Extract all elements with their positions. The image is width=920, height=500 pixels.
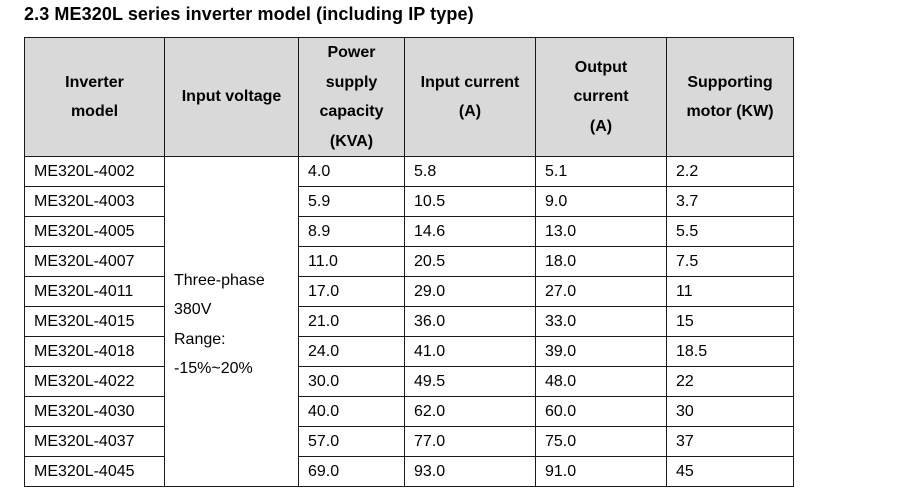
cell-input-current: 29.0 — [404, 276, 536, 307]
cell-output-current: 39.0 — [535, 336, 667, 367]
table-row: ME320L-4003 5.9 10.5 9.0 3.7 — [24, 186, 794, 217]
cell-input-current: 41.0 — [404, 336, 536, 367]
cell-power-supply-capacity: 4.0 — [298, 156, 405, 187]
input-voltage-line: Range: — [174, 330, 226, 348]
cell-supporting-motor: 15 — [666, 306, 794, 337]
cell-inverter-model: ME320L-4015 — [24, 306, 165, 337]
table-row: ME320L-4011 17.0 29.0 27.0 11 — [24, 276, 794, 307]
table-row: ME320L-4022 30.0 49.5 48.0 22 — [24, 366, 794, 397]
cell-supporting-motor: 30 — [666, 396, 794, 427]
cell-power-supply-capacity: 17.0 — [298, 276, 405, 307]
cell-output-current: 48.0 — [535, 366, 667, 397]
cell-input-voltage: Three-phase 380V Range: -15%~20% — [164, 156, 299, 487]
table-row: ME320L-4005 8.9 14.6 13.0 5.5 — [24, 216, 794, 247]
cell-input-current: 49.5 — [404, 366, 536, 397]
cell-power-supply-capacity: 8.9 — [298, 216, 405, 247]
cell-power-supply-capacity: 69.0 — [298, 456, 405, 487]
cell-power-supply-capacity: 11.0 — [298, 246, 405, 277]
input-voltage-line: Three-phase — [174, 271, 265, 289]
cell-power-supply-capacity: 40.0 — [298, 396, 405, 427]
header-supporting-motor: Supporting motor (KW) — [666, 37, 794, 157]
cell-supporting-motor: 18.5 — [666, 336, 794, 367]
cell-output-current: 27.0 — [535, 276, 667, 307]
header-input-voltage: Input voltage — [164, 37, 299, 157]
cell-output-current: 5.1 — [535, 156, 667, 187]
cell-input-current: 10.5 — [404, 186, 536, 217]
input-voltage-line: 380V — [174, 301, 212, 318]
cell-output-current: 9.0 — [535, 186, 667, 217]
cell-supporting-motor: 2.2 — [666, 156, 794, 187]
cell-input-current: 62.0 — [404, 396, 536, 427]
table-row: ME320L-4045 69.0 93.0 91.0 45 — [24, 456, 794, 487]
cell-power-supply-capacity: 5.9 — [298, 186, 405, 217]
cell-input-current: 5.8 — [404, 156, 536, 187]
table-body: ME320L-4002 Three-phase 380V Range: -15%~20%… — [24, 156, 794, 487]
table-row: ME320L-4030 40.0 62.0 60.0 30 — [24, 396, 794, 427]
cell-inverter-model: ME320L-4037 — [24, 426, 165, 457]
cell-inverter-model: ME320L-4007 — [24, 246, 165, 277]
table-row: ME320L-4002 Three-phase 380V Range: -15%~20%… — [24, 156, 794, 487]
cell-inverter-model: ME320L-4011 — [24, 276, 165, 307]
cell-input-current: 20.5 — [404, 246, 536, 277]
cell-inverter-model: ME320L-4018 — [24, 336, 165, 367]
cell-supporting-motor: 7.5 — [666, 246, 794, 277]
cell-supporting-motor: 37 — [666, 426, 794, 457]
cell-power-supply-capacity: 57.0 — [298, 426, 405, 457]
header-input-current: Input current (A) — [404, 37, 536, 157]
header-inverter-model: Inverter model — [24, 37, 165, 157]
section-title: 2.3 ME320L series inverter model (includ… — [24, 4, 474, 24]
cell-power-supply-capacity: 30.0 — [298, 366, 405, 397]
table-row: ME320L-4015 21.0 36.0 33.0 15 — [24, 306, 794, 337]
table-row: ME320L-4037 57.0 77.0 75.0 37 — [24, 426, 794, 457]
cell-input-current: 14.6 — [404, 216, 536, 247]
cell-supporting-motor: 11 — [666, 276, 794, 307]
table-row: ME320L-4007 11.0 20.5 18.0 7.5 — [24, 246, 794, 277]
cell-supporting-motor: 5.5 — [666, 216, 794, 247]
cell-input-current: 77.0 — [404, 426, 536, 457]
inverter-model-table: Inverter model Input voltage Power suppl… — [24, 37, 794, 487]
cell-supporting-motor: 22 — [666, 366, 794, 397]
input-voltage-line: -15%~20% — [174, 360, 253, 377]
cell-supporting-motor: 45 — [666, 456, 794, 487]
cell-power-supply-capacity: 21.0 — [298, 306, 405, 337]
cell-inverter-model: ME320L-4003 — [24, 186, 165, 217]
cell-inverter-model: ME320L-4005 — [24, 216, 165, 247]
header-output-current: Output current (A) — [535, 37, 667, 157]
cell-inverter-model: ME320L-4030 — [24, 396, 165, 427]
cell-input-current: 36.0 — [404, 306, 536, 337]
header-power-supply-capacity: Power supply capacity (KVA) — [298, 37, 405, 157]
cell-power-supply-capacity: 24.0 — [298, 336, 405, 367]
cell-output-current: 33.0 — [535, 306, 667, 337]
cell-inverter-model: ME320L-4022 — [24, 366, 165, 397]
table-header-row: Inverter model Input voltage Power suppl… — [24, 37, 794, 157]
cell-inverter-model: ME320L-4002 — [24, 156, 165, 187]
table-row: ME320L-4018 24.0 41.0 39.0 18.5 — [24, 336, 794, 367]
cell-output-current: 91.0 — [535, 456, 667, 487]
cell-output-current: 75.0 — [535, 426, 667, 457]
cell-output-current: 18.0 — [535, 246, 667, 277]
cell-inverter-model: ME320L-4045 — [24, 456, 165, 487]
cell-supporting-motor: 3.7 — [666, 186, 794, 217]
cell-input-current: 93.0 — [404, 456, 536, 487]
cell-output-current: 60.0 — [535, 396, 667, 427]
cell-output-current: 13.0 — [535, 216, 667, 247]
